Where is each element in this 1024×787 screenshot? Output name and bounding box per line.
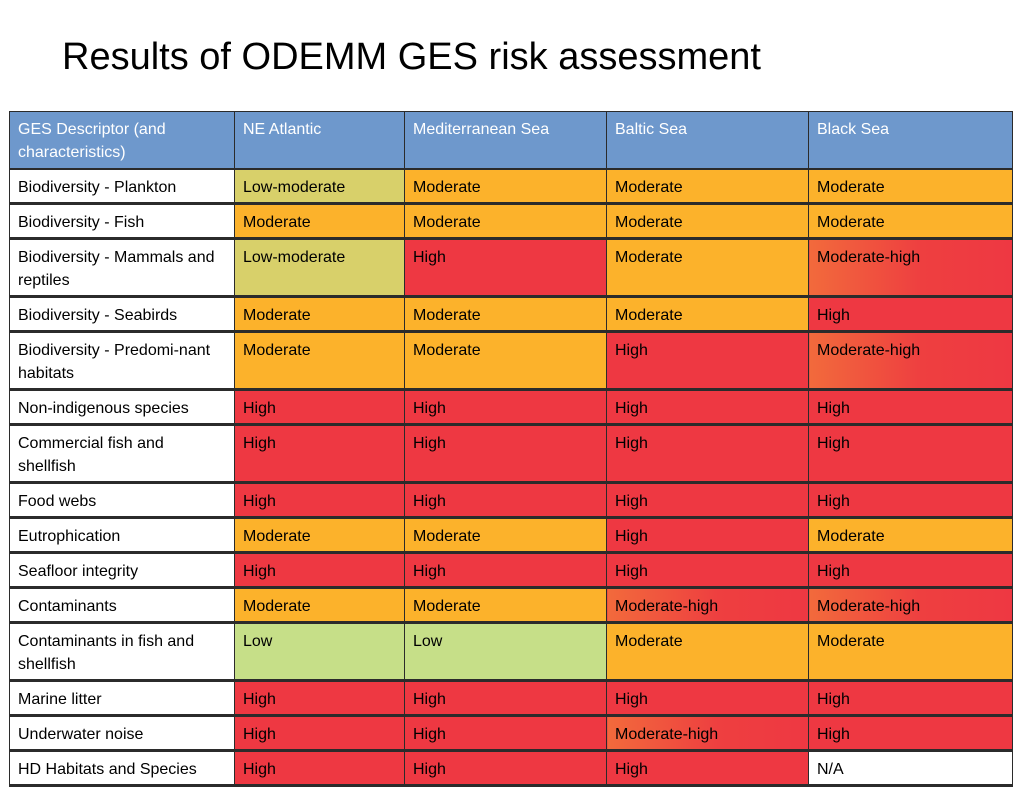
risk-level-cell: Moderate [606, 238, 809, 298]
risk-level-cell: Moderate-high [606, 715, 809, 752]
table-row: HD Habitats and Species High High High N/A [9, 750, 1013, 787]
risk-level-cell: High [404, 750, 607, 787]
descriptor-cell: Non-indigenous species [9, 389, 235, 426]
descriptor-cell: HD Habitats and Species [9, 750, 235, 787]
risk-level-cell: Moderate [234, 587, 405, 624]
risk-level-cell: Moderate [234, 296, 405, 333]
risk-level-cell: High [234, 680, 405, 717]
risk-level-cell: High [606, 331, 809, 391]
table-row: Biodiversity - Predomi-nant habitats Mode… [9, 331, 1013, 391]
risk-level-cell: High [606, 517, 809, 554]
risk-level-cell: High [808, 296, 1013, 333]
descriptor-cell: Contaminants in fish and shellfish [9, 622, 235, 682]
table-row: Non-indigenous species High High High High [9, 389, 1013, 426]
risk-level-cell: Moderate [808, 517, 1013, 554]
table-row: Marine litter High High High High [9, 680, 1013, 717]
table-row: Biodiversity - Plankton Low-moderate Moder… [9, 168, 1013, 205]
risk-level-cell: High [606, 389, 809, 426]
risk-level-cell: High [606, 424, 809, 484]
risk-level-cell: Moderate [606, 296, 809, 333]
risk-level-cell: Moderate [404, 296, 607, 333]
risk-level-cell: High [808, 424, 1013, 484]
risk-level-cell: Moderate [808, 622, 1013, 682]
risk-level-cell: Moderate [234, 203, 405, 240]
risk-level-cell: N/A [808, 750, 1013, 787]
table-row: Food webs High High High High [9, 482, 1013, 519]
header-ne-atlantic: NE Atlantic [234, 111, 405, 170]
risk-level-cell: Moderate [404, 587, 607, 624]
risk-level-cell: High [808, 715, 1013, 752]
risk-level-cell: Low [234, 622, 405, 682]
descriptor-cell: Marine litter [9, 680, 235, 717]
descriptor-cell: Underwater noise [9, 715, 235, 752]
risk-level-cell: Moderate [606, 622, 809, 682]
risk-level-cell: Moderate [404, 517, 607, 554]
descriptor-cell: Biodiversity - Predomi-nant habitats [9, 331, 235, 391]
risk-level-cell: Moderate [606, 203, 809, 240]
table-row: Seafloor integrity High High High High [9, 552, 1013, 589]
risk-level-cell: High [404, 424, 607, 484]
descriptor-cell: Eutrophication [9, 517, 235, 554]
risk-level-cell: High [234, 552, 405, 589]
risk-level-cell: Moderate [234, 517, 405, 554]
risk-assessment-table: GES Descriptor (and characteristics) NE … [9, 111, 1013, 787]
table-header-row: GES Descriptor (and characteristics) NE … [9, 111, 1013, 170]
header-mediterranean-sea: Mediterranean Sea [404, 111, 607, 170]
risk-level-cell: Moderate [606, 168, 809, 205]
risk-level-cell: Low [404, 622, 607, 682]
descriptor-cell: Food webs [9, 482, 235, 519]
table-body: GES Descriptor (and characteristics) NE … [9, 111, 1013, 787]
risk-level-cell: High [606, 482, 809, 519]
risk-level-cell: High [234, 424, 405, 484]
risk-level-cell: Moderate [404, 203, 607, 240]
risk-level-cell: High [234, 715, 405, 752]
descriptor-cell: Biodiversity - Mammals and reptiles [9, 238, 235, 298]
risk-level-cell: High [404, 715, 607, 752]
risk-level-cell: High [808, 552, 1013, 589]
risk-level-cell: High [404, 552, 607, 589]
header-descriptor: GES Descriptor (and characteristics) [9, 111, 235, 170]
risk-level-cell: High [808, 389, 1013, 426]
risk-level-cell: High [606, 552, 809, 589]
risk-level-cell: High [404, 238, 607, 298]
table-row: Contaminants in fish and shellfish Low Low… [9, 622, 1013, 682]
risk-level-cell: Low-moderate [234, 238, 405, 298]
risk-level-cell: Moderate [404, 168, 607, 205]
descriptor-cell: Biodiversity - Seabirds [9, 296, 235, 333]
page-title: Results of ODEMM GES risk assessment [62, 36, 761, 78]
risk-level-cell: High [808, 482, 1013, 519]
risk-level-cell: High [404, 482, 607, 519]
table-row: Eutrophication Moderate Moderate High Modera… [9, 517, 1013, 554]
descriptor-cell: Contaminants [9, 587, 235, 624]
descriptor-cell: Biodiversity - Plankton [9, 168, 235, 205]
risk-level-cell: High [808, 680, 1013, 717]
risk-level-cell: Low-moderate [234, 168, 405, 205]
risk-level-cell: Moderate [234, 331, 405, 391]
risk-level-cell: High [234, 750, 405, 787]
descriptor-cell: Seafloor integrity [9, 552, 235, 589]
risk-level-cell: Moderate-high [808, 238, 1013, 298]
header-black-sea: Black Sea [808, 111, 1013, 170]
risk-level-cell: Moderate-high [808, 331, 1013, 391]
table-row: Commercial fish and shellfish High High Hig… [9, 424, 1013, 484]
risk-level-cell: High [606, 680, 809, 717]
table-row: Biodiversity - Seabirds Moderate Moderate M… [9, 296, 1013, 333]
risk-level-cell: High [234, 389, 405, 426]
risk-level-cell: Moderate-high [606, 587, 809, 624]
table-row: Biodiversity - Mammals and reptiles Low-m… [9, 238, 1013, 298]
descriptor-cell: Commercial fish and shellfish [9, 424, 235, 484]
risk-level-cell: Moderate [808, 168, 1013, 205]
descriptor-cell: Biodiversity - Fish [9, 203, 235, 240]
risk-level-cell: Moderate [404, 331, 607, 391]
risk-level-cell: High [404, 680, 607, 717]
table-row: Biodiversity - Fish Moderate Moderate Moder… [9, 203, 1013, 240]
risk-level-cell: Moderate-high [808, 587, 1013, 624]
risk-level-cell: Moderate [808, 203, 1013, 240]
risk-level-cell: High [234, 482, 405, 519]
table-row: Contaminants Moderate Moderate Moderate-hig… [9, 587, 1013, 624]
risk-level-cell: High [404, 389, 607, 426]
header-baltic-sea: Baltic Sea [606, 111, 809, 170]
risk-level-cell: High [606, 750, 809, 787]
table-row: Underwater noise High High Moderate-high Hig… [9, 715, 1013, 752]
